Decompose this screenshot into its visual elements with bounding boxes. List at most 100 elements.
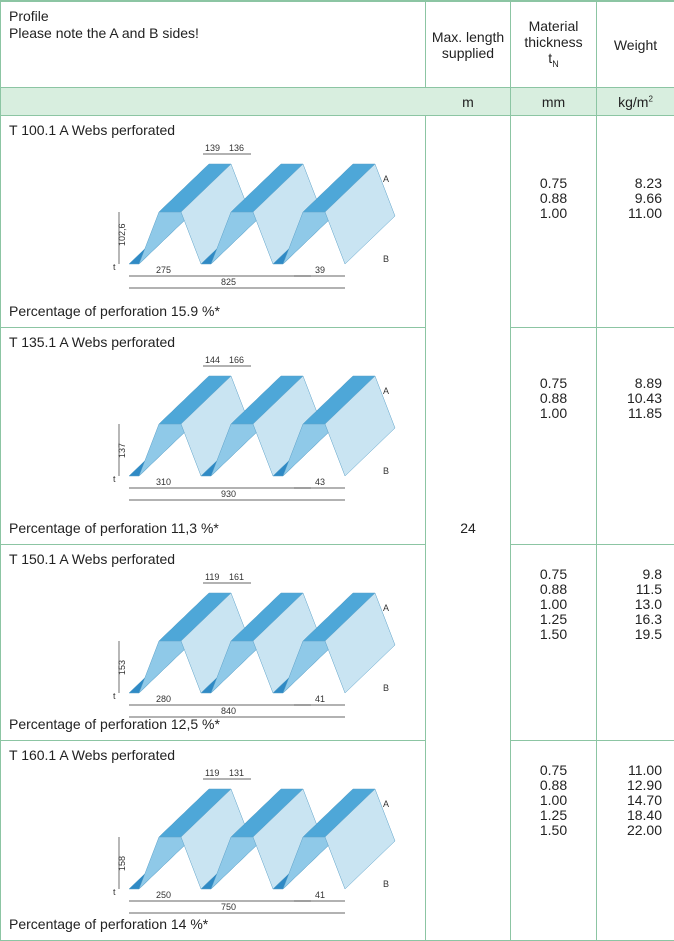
dimension-label: 41 [315, 694, 325, 704]
dimension-label: t [113, 691, 116, 701]
dimension-label: 250 [156, 890, 171, 900]
dimension-label: 825 [221, 277, 236, 287]
dimension-label: 840 [221, 706, 236, 716]
units-cell: kg/m2 [597, 88, 674, 116]
weight-value: 9.8 [597, 567, 662, 582]
weight-value: 8.23 [597, 176, 662, 191]
dimension-label: 119 [205, 572, 219, 582]
dimension-label: 43 [315, 477, 325, 487]
thickness-subscript: N [552, 58, 559, 68]
profile-row: T 160.1 A Webs perforated Percentage of p… [1, 741, 674, 941]
dimension-label: B [383, 879, 389, 889]
profile-table: ProfilePlease note the A and B sides! Ma… [0, 0, 674, 941]
dimension-label: 166 [229, 355, 244, 365]
thickness-value: 1.00 [511, 206, 596, 221]
dimension-label: A [383, 386, 389, 396]
thickness-value: 0.75 [511, 376, 596, 391]
perforation: Percentage of perforation 11,3 %* [9, 520, 219, 536]
dimension-label: 310 [156, 477, 171, 487]
thickness-value: 0.88 [511, 191, 596, 206]
profile-title: T 160.1 A Webs perforated [9, 747, 175, 763]
weight-value: 11.5 [597, 582, 662, 597]
dimension-label: A [383, 174, 389, 184]
header-max-length: Max. length supplied [426, 1, 511, 88]
dimension-label: 102,6 [117, 223, 127, 246]
dimension-label: 280 [156, 694, 171, 704]
dimension-label: B [383, 683, 389, 693]
dimension-label: 137 [117, 443, 127, 458]
weight-value: 13.0 [597, 597, 662, 612]
units-cell [1, 88, 426, 116]
thickness-value: 0.88 [511, 778, 596, 793]
weight-value: 11.85 [597, 406, 662, 421]
unit-max-length: m [426, 88, 511, 116]
thickness-value: 1.00 [511, 597, 596, 612]
profile-title: T 135.1 A Webs perforated [9, 334, 175, 350]
profile-row: T 100.1 A Webs perforated Percentage of p… [1, 116, 674, 328]
thickness-value: 1.00 [511, 406, 596, 421]
header-weight: Weight [597, 1, 674, 88]
dimension-label: 161 [229, 572, 244, 582]
weight-value: 8.89 [597, 376, 662, 391]
profile-title: T 150.1 A Webs perforated [9, 551, 175, 567]
weight-value: 9.66 [597, 191, 662, 206]
perforation: Percentage of perforation 14 %* [9, 916, 208, 932]
dimension-label: t [113, 474, 116, 484]
profile-drawing: 144 166 310 930 43 A Bt 137 [111, 354, 401, 504]
profile-title: T 100.1 A Webs perforated [9, 122, 175, 138]
header-profile: Profile [9, 8, 425, 25]
dimension-label: B [383, 254, 389, 264]
dimension-label: 750 [221, 902, 236, 912]
dimension-label: 153 [117, 660, 127, 675]
dimension-label: 144 [205, 355, 220, 365]
thickness-value: 1.50 [511, 627, 596, 642]
weight-value: 10.43 [597, 391, 662, 406]
unit-weight: kg/m [618, 94, 648, 110]
thickness-value: 1.25 [511, 612, 596, 627]
weight-value: 11.00 [597, 206, 662, 221]
dimension-label: B [383, 466, 389, 476]
dimension-label: 139 [205, 143, 220, 153]
thickness-value: 1.50 [511, 823, 596, 838]
dimension-label: 39 [315, 265, 325, 275]
thickness-value: 0.88 [511, 391, 596, 406]
dimension-label: 136 [229, 143, 244, 153]
thickness-value: 0.75 [511, 176, 596, 191]
profile-cell: T 135.1 A Webs perforated Percentage of p… [1, 328, 426, 545]
thickness-value: 1.00 [511, 793, 596, 808]
header-note: Please note the A and B sides! [9, 25, 425, 42]
dimension-label: 275 [156, 265, 171, 275]
profile-cell: T 160.1 A Webs perforated Percentage of p… [1, 741, 426, 941]
dimension-label: A [383, 799, 389, 809]
thickness-value: 0.88 [511, 582, 596, 597]
profile-cell: T 100.1 A Webs perforated Percentage of p… [1, 116, 426, 328]
profile-row: T 135.1 A Webs perforated Percentage of p… [1, 328, 674, 545]
profile-drawing: 139 136 275 825 39 A Bt 102,6 [111, 142, 401, 292]
header-thickness: Material thickness [524, 18, 582, 50]
dimension-label: t [113, 262, 116, 272]
thickness-value: 0.75 [511, 763, 596, 778]
page: {"header":{"profile":"Profile","note":"P… [0, 0, 674, 933]
unit-weight-sup: 2 [648, 94, 652, 103]
dimension-label: 158 [117, 856, 127, 871]
perforation: Percentage of perforation 15.9 %* [9, 303, 220, 319]
weight-value: 22.00 [597, 823, 662, 838]
dimension-label: t [113, 887, 116, 897]
weight-value: 16.3 [597, 612, 662, 627]
unit-thickness: mm [511, 88, 597, 116]
dimension-label: 930 [221, 489, 236, 499]
